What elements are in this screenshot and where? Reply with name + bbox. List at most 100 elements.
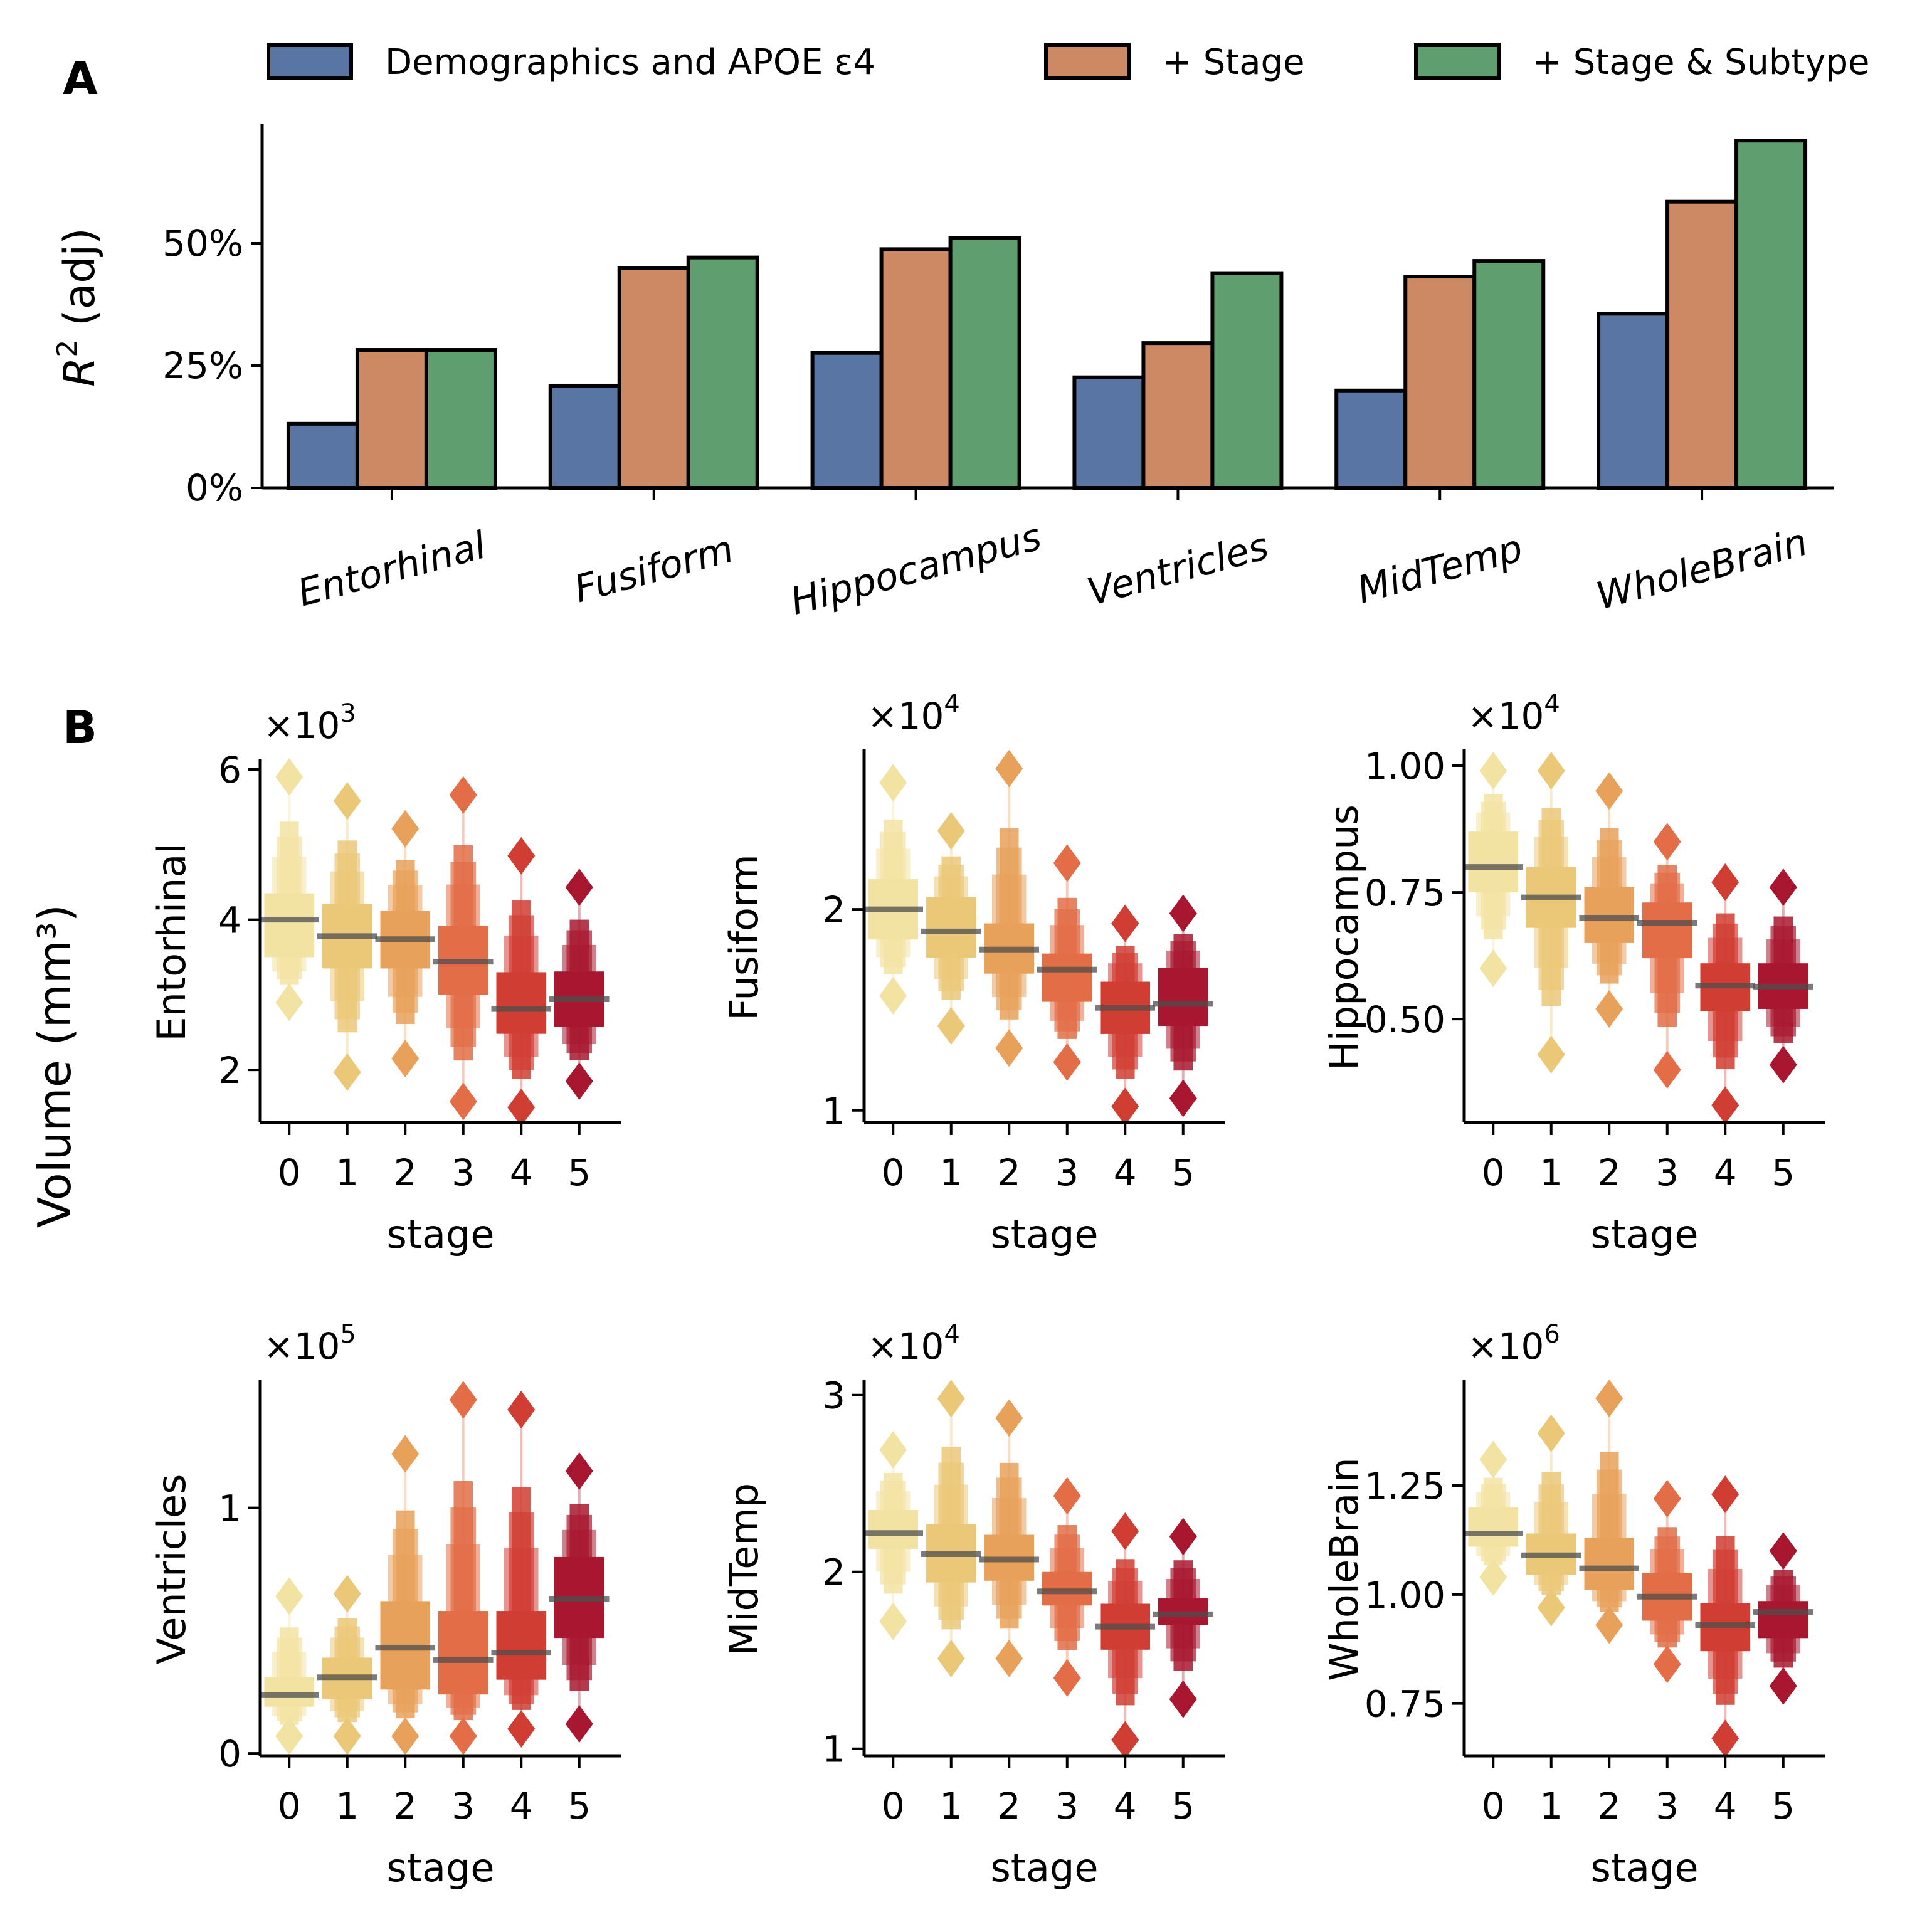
x-tick-label: Fusiform [570,527,738,612]
x-tick-label: 2 [394,1151,417,1194]
scale-base: ×10 [1467,695,1544,737]
ylabel-adj: (adj) [55,228,105,339]
y-tick-label: 25% [162,344,243,387]
subplot-xlabel: stage [386,1211,494,1257]
x-tick-label: Ventricles [1083,524,1273,615]
scale-exponent: 4 [944,690,959,719]
lower-outlier-diamond [1769,1667,1797,1705]
iqr-box [1642,902,1692,959]
x-tick-label: 0 [278,1785,301,1827]
bar-fusiform-0 [548,383,621,490]
upper-outlier-diamond [937,812,965,850]
upper-outlier-diamond [1769,1532,1797,1570]
lower-outlier-diamond [1111,1087,1139,1126]
upper-outlier-diamond [449,1381,477,1419]
upper-outlier-diamond [1537,1414,1565,1452]
lower-outlier-diamond [333,1053,361,1091]
y-tick-label: 1.00 [1365,1574,1445,1617]
iqr-box [1468,831,1519,893]
x-tick-label: 1 [335,1151,359,1194]
y-tick-label: 0% [186,467,243,509]
legend-swatch [1414,43,1501,80]
bar-hippocampus-0 [810,351,884,490]
bar-wholebrain-0 [1597,312,1670,490]
lower-outlier-diamond [995,1029,1023,1067]
x-tick-label: 0 [882,1785,905,1827]
x-tick-label: 5 [567,1785,591,1827]
scale-exponent: 3 [340,699,356,728]
upper-outlier-diamond [1769,868,1797,906]
lower-outlier-diamond [449,1717,477,1755]
panel-a-ylabel: R2 (adj) [51,228,105,387]
bar-entorhinal-1 [355,348,428,490]
scale-base: ×10 [263,1325,340,1368]
upper-outlier-diamond [1479,1440,1507,1479]
x-tick-label: 3 [1655,1785,1679,1827]
x-tick-label: 4 [510,1785,533,1827]
scale-label: ×103 [263,699,356,747]
y-tick-label: 0 [218,1733,241,1775]
bar-fusiform-1 [617,266,690,490]
x-tick-label: 0 [1482,1151,1505,1194]
subplot-ylabel: Hippocampus [1321,805,1367,1070]
x-tick-label: WholeBrain [1592,520,1812,619]
upper-outlier-diamond [1053,844,1081,882]
lower-outlier-diamond [333,1717,361,1755]
upper-outlier-diamond [937,1380,965,1418]
y-tick-label: 2 [218,1049,241,1092]
x-tick-label: 5 [567,1151,591,1194]
x-tick-label: 5 [1171,1785,1195,1827]
legend-swatch [267,43,353,80]
x-tick-label: 0 [278,1151,301,1194]
bar-midtemp-1 [1403,275,1477,490]
scale-label: ×104 [867,690,960,737]
iqr-box [926,897,976,958]
legend-label: + Stage [1163,42,1305,83]
y-tick-label: 0.50 [1365,998,1445,1041]
upper-outlier-diamond [449,776,477,814]
x-tick-label: 4 [1114,1785,1137,1827]
ylabel-r: R [55,357,105,387]
subplot-ylabel: MidTemp [721,1483,767,1655]
y-tick-label: 1 [822,1728,845,1771]
x-tick-label: 4 [1114,1151,1137,1194]
subplot-xlabel: stage [386,1845,494,1891]
scale-base: ×10 [867,1325,944,1368]
lower-outlier-diamond [1053,1659,1081,1697]
bar-ventricles-1 [1141,341,1215,490]
iqr-box [264,1677,315,1707]
subplot-ylabel: Fusiform [721,854,767,1021]
x-tick-label: 5 [1171,1151,1195,1194]
lower-outlier-diamond [1595,990,1623,1028]
x-tick-label: 1 [335,1785,359,1827]
x-tick-label: 0 [882,1151,905,1194]
legend-swatch [1044,43,1131,80]
upper-outlier-diamond [391,810,420,848]
lower-outlier-diamond [995,1639,1023,1677]
x-tick-label: Entorhinal [293,523,491,615]
lower-outlier-diamond [1711,1086,1739,1124]
lower-outlier-diamond [565,1705,593,1743]
legend: Demographics and APOE ε4 + Stage + Stage &… [267,42,1870,83]
lower-outlier-diamond [1653,1645,1681,1684]
y-tick-label: 6 [218,749,241,791]
upper-outlier-diamond [1053,1477,1081,1515]
x-tick-label: 1 [1539,1785,1563,1827]
x-tick-label: MidTemp [1353,526,1527,612]
iqr-box [1158,968,1208,1027]
upper-outlier-diamond [507,1391,536,1429]
scale-label: ×106 [1467,1320,1560,1368]
lower-outlier-diamond [391,1717,420,1755]
scale-label: ×104 [867,1320,960,1368]
y-tick-label: 0.75 [1365,872,1445,914]
x-tick-label: 5 [1771,1151,1795,1194]
bar-wholebrain-1 [1665,199,1739,490]
upper-outlier-diamond [1595,772,1623,810]
subplot-ylabel: Ventricles [149,1474,194,1665]
x-tick-label: 3 [451,1151,475,1194]
y-tick-label: 2 [822,889,845,931]
lower-outlier-diamond [507,1709,536,1748]
upper-outlier-diamond [565,1452,593,1490]
